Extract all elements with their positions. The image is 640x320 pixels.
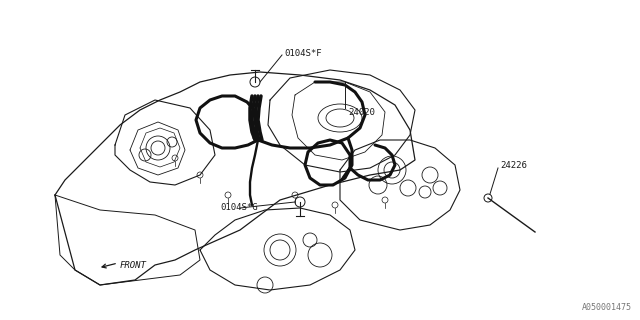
Circle shape xyxy=(484,194,492,202)
Circle shape xyxy=(250,77,260,87)
Text: FRONT: FRONT xyxy=(120,260,147,269)
Text: 24020: 24020 xyxy=(348,108,375,117)
Text: 24226: 24226 xyxy=(500,161,527,170)
Text: 0104S*G: 0104S*G xyxy=(220,204,258,212)
Text: A050001475: A050001475 xyxy=(582,303,632,312)
Text: 0104S*F: 0104S*F xyxy=(284,50,322,59)
Circle shape xyxy=(295,197,305,207)
